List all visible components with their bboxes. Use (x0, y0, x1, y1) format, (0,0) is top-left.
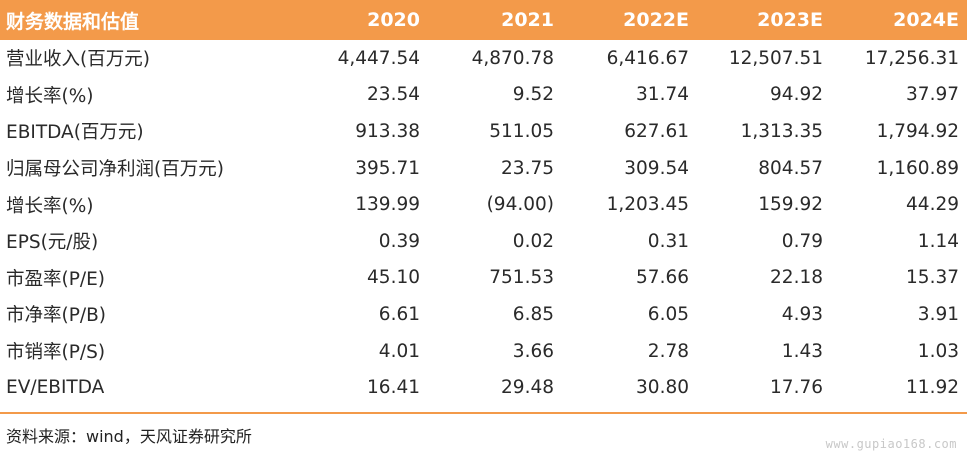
table-cell-y2022e: 309.54 (624, 157, 689, 179)
table-cell-y2023e: 17.76 (770, 377, 823, 399)
header-cell-2022e: 2022E (623, 9, 689, 31)
table-cell-y2020: 4.01 (378, 340, 420, 362)
table-cell-y2024e: 15.37 (906, 267, 959, 289)
table-cell-y2021: 23.75 (501, 157, 554, 179)
table-row: EPS(元/股) 0.39 0.02 0.31 0.79 1.14 (0, 223, 967, 260)
table-cell-y2020: 4,447.54 (337, 47, 420, 69)
financial-valuation-table: 财务数据和估值 2020 2021 2022E 2023E 2024E 营业收入… (0, 0, 967, 406)
table-cell-y2024e: 1,794.92 (876, 120, 959, 142)
table-cell-metric: EV/EBITDA (6, 377, 105, 399)
table-cell-y2022e: 57.66 (636, 267, 689, 289)
table-cell-y2023e: 1,313.35 (740, 120, 823, 142)
table-cell-y2024e: 1.14 (917, 230, 959, 252)
table-cell-metric: EPS(元/股) (6, 232, 99, 254)
table-cell-y2022e: 6.05 (647, 303, 689, 325)
table-row: 市净率(P/B) 6.61 6.85 6.05 4.93 3.91 (0, 296, 967, 333)
table-cell-metric: 归属母公司净利润(百万元) (6, 159, 224, 181)
table-cell-y2020: 6.61 (378, 303, 420, 325)
table-cell-y2021: (94.00) (486, 194, 554, 216)
table-body: 营业收入(百万元) 4,447.54 4,870.78 6,416.67 12,507.… (0, 40, 967, 406)
table-cell-y2023e: 804.57 (758, 157, 823, 179)
table-cell-metric: 增长率(%) (6, 85, 94, 107)
table-cell-y2021: 511.05 (489, 120, 554, 142)
table-row: 营业收入(百万元) 4,447.54 4,870.78 6,416.67 12,507.… (0, 40, 967, 77)
table-cell-y2023e: 0.79 (781, 230, 823, 252)
table-cell-y2023e: 94.92 (770, 84, 823, 106)
table-cell-metric: 市净率(P/B) (6, 305, 107, 327)
header-cell-2024e: 2024E (893, 9, 959, 31)
table-cell-y2022e: 31.74 (636, 84, 689, 106)
table-header-row: 财务数据和估值 2020 2021 2022E 2023E 2024E (0, 0, 967, 40)
footer-divider (0, 412, 967, 414)
table-cell-y2021: 751.53 (489, 267, 554, 289)
table-cell-y2023e: 1.43 (781, 340, 823, 362)
table-cell-metric: 营业收入(百万元) (6, 49, 150, 71)
table-cell-y2021: 29.48 (501, 377, 554, 399)
table-cell-y2020: 23.54 (367, 84, 420, 106)
table-cell-y2021: 6.85 (512, 303, 554, 325)
table-cell-metric: 增长率(%) (6, 195, 94, 217)
table-row: EBITDA(百万元) 913.38 511.05 627.61 1,313.35 1,7… (0, 113, 967, 150)
table-cell-metric: 市盈率(P/E) (6, 268, 106, 290)
table-cell-y2022e: 6,416.67 (606, 47, 689, 69)
table-cell-y2024e: 44.29 (906, 194, 959, 216)
financial-table-container: 财务数据和估值 2020 2021 2022E 2023E 2024E 营业收入… (0, 0, 967, 406)
table-cell-y2021: 0.02 (512, 230, 554, 252)
table-cell-y2022e: 1,203.45 (606, 194, 689, 216)
header-cell-2021: 2021 (501, 9, 554, 31)
watermark-text: www.gupiao168.com (825, 437, 957, 451)
table-cell-y2020: 45.10 (367, 267, 420, 289)
table-cell-metric: 市销率(P/S) (6, 342, 106, 364)
table-cell-y2023e: 159.92 (758, 194, 823, 216)
table-cell-y2022e: 2.78 (647, 340, 689, 362)
table-cell-y2020: 0.39 (378, 230, 420, 252)
table-cell-y2022e: 627.61 (624, 120, 689, 142)
table-cell-y2024e: 17,256.31 (864, 47, 959, 69)
table-cell-y2020: 139.99 (355, 194, 420, 216)
table-cell-y2020: 395.71 (355, 157, 420, 179)
table-cell-y2023e: 22.18 (770, 267, 823, 289)
source-note: 资料来源：wind，天风证券研究所 (6, 427, 252, 446)
table-cell-y2020: 16.41 (367, 377, 420, 399)
table-cell-y2024e: 1.03 (917, 340, 959, 362)
table-row: 市盈率(P/E) 45.10 751.53 57.66 22.18 15.37 (0, 260, 967, 297)
table-cell-y2023e: 12,507.51 (728, 47, 823, 69)
table-cell-y2021: 4,870.78 (471, 47, 554, 69)
table-row: 增长率(%) 23.54 9.52 31.74 94.92 37.97 (0, 77, 967, 114)
table-cell-y2020: 913.38 (355, 120, 420, 142)
header-cell-2023e: 2023E (757, 9, 823, 31)
table-row: 市销率(P/S) 4.01 3.66 2.78 1.43 1.03 (0, 333, 967, 370)
table-cell-y2023e: 4.93 (781, 303, 823, 325)
header-cell-2020: 2020 (367, 9, 420, 31)
table-cell-y2022e: 0.31 (647, 230, 689, 252)
header-cell-title: 财务数据和估值 (6, 10, 140, 33)
table-row: 增长率(%) 139.99 (94.00) 1,203.45 159.92 44.29 (0, 186, 967, 223)
table-cell-y2024e: 3.91 (917, 303, 959, 325)
table-cell-y2024e: 11.92 (906, 377, 959, 399)
table-cell-metric: EBITDA(百万元) (6, 122, 144, 144)
table-cell-y2024e: 37.97 (906, 84, 959, 106)
table-cell-y2021: 3.66 (512, 340, 554, 362)
table-row: EV/EBITDA 16.41 29.48 30.80 17.76 11.92 (0, 369, 967, 406)
table-cell-y2024e: 1,160.89 (876, 157, 959, 179)
table-cell-y2022e: 30.80 (636, 377, 689, 399)
table-row: 归属母公司净利润(百万元) 395.71 23.75 309.54 804.57 1,16… (0, 150, 967, 187)
table-cell-y2021: 9.52 (512, 84, 554, 106)
